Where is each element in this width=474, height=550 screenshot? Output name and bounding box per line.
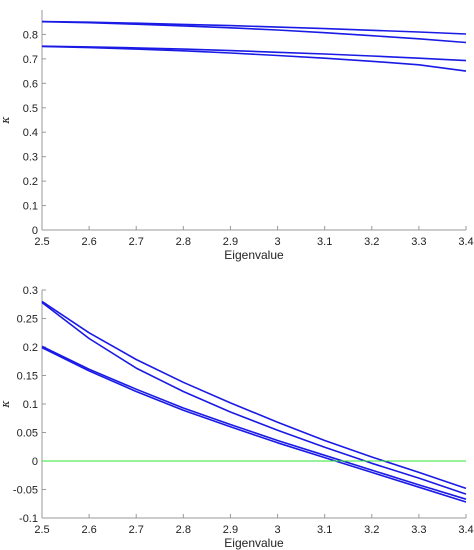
y-tick-label: 0.05	[17, 428, 38, 440]
x-axis-label: Eigenvalue	[224, 536, 284, 550]
series-line-4	[41, 45, 467, 72]
x-tick-label: 2.6	[81, 236, 96, 248]
y-tick-label: -0.1	[19, 513, 38, 525]
x-tick-label: 2.9	[223, 524, 238, 536]
x-tick-label: 3	[274, 524, 280, 536]
chart-panel-top: 2.5 2.6 2.7 2.8 2.9 3 3.1 3.2 3.3 3.4 0 0.1 0.2 0.3 0.…	[0, 10, 474, 262]
x-tick-label: 3.4	[458, 524, 473, 536]
y-tick-label: 0.6	[23, 78, 38, 90]
x-tick-label: 2.5	[34, 524, 49, 536]
x-tick-label: 2.9	[223, 236, 238, 248]
series-line-4	[41, 346, 467, 503]
y-tick-label: 0.8	[23, 29, 38, 41]
series-line-3	[41, 45, 467, 62]
y-tick-label: 0.2	[23, 176, 38, 188]
x-axis-label: Eigenvalue	[224, 248, 284, 262]
x-tick-label: 2.8	[176, 524, 191, 536]
y-tick-label: 0.1	[23, 201, 38, 213]
series-line-3	[41, 345, 467, 500]
y-axis-label: κ	[0, 400, 12, 409]
y-axis-label: κ	[0, 116, 12, 125]
x-tick-label: 3.1	[317, 524, 332, 536]
x-tick-label: 3.2	[364, 524, 379, 536]
x-tick-label: 2.8	[176, 236, 191, 248]
x-tick-label: 2.6	[81, 524, 96, 536]
x-tick-label: 3.2	[364, 236, 379, 248]
y-tick-label: 0.25	[17, 314, 38, 326]
y-tick-label: 0.4	[23, 127, 38, 139]
y-tick-label: 0.3	[23, 152, 38, 164]
x-tick-label: 3.4	[458, 236, 473, 248]
x-tick-label: 3.3	[411, 524, 426, 536]
x-tick-label: 3	[274, 236, 280, 248]
x-tick-label: 2.5	[34, 236, 49, 248]
y-tick-label: -0.05	[13, 485, 38, 497]
y-tick-label: 0.2	[23, 342, 38, 354]
y-tick-label: 0.7	[23, 54, 38, 66]
x-tick-label: 3.1	[317, 236, 332, 248]
y-tick-label: 0.3	[23, 285, 38, 297]
series-line-1	[41, 300, 467, 490]
y-tick-label: 0.1	[23, 399, 38, 411]
x-tick-label: 2.7	[129, 524, 144, 536]
series-line-2	[41, 301, 467, 495]
series-line-2	[41, 20, 467, 44]
x-tick-label: 3.3	[411, 236, 426, 248]
y-tick-label: 0.5	[23, 103, 38, 115]
x-tick-label: 2.7	[129, 236, 144, 248]
chart-panel-bottom: 2.5 2.6 2.7 2.8 2.9 3 3.1 3.2 3.3 3.4 -0.1 -0.05 0 0.…	[0, 285, 474, 550]
y-tick-label: 0	[32, 225, 38, 237]
y-tick-label: 0	[32, 456, 38, 468]
y-tick-label: 0.15	[17, 371, 38, 383]
